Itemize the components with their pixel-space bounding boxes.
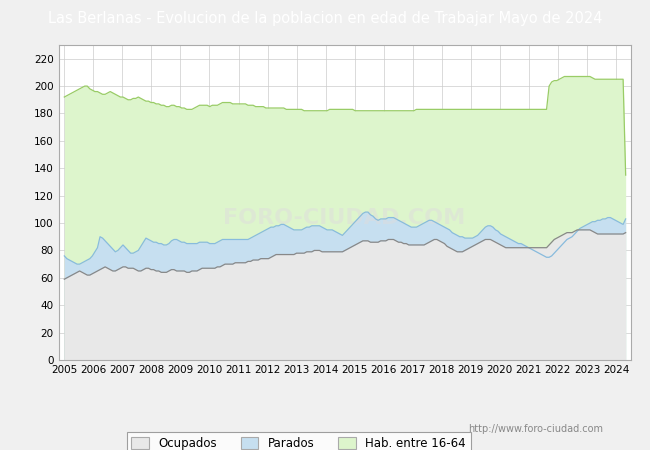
Legend: Ocupados, Parados, Hab. entre 16-64: Ocupados, Parados, Hab. entre 16-64 (127, 432, 471, 450)
Text: Las Berlanas - Evolucion de la poblacion en edad de Trabajar Mayo de 2024: Las Berlanas - Evolucion de la poblacion… (47, 10, 603, 26)
Text: http://www.foro-ciudad.com: http://www.foro-ciudad.com (468, 424, 603, 434)
Text: FORO-CIUDAD.COM: FORO-CIUDAD.COM (224, 208, 465, 228)
